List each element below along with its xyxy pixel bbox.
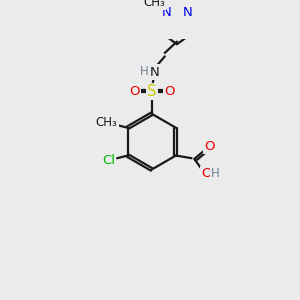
Text: H: H (140, 65, 148, 78)
Text: O: O (164, 85, 174, 98)
Text: O: O (205, 140, 215, 153)
Text: O: O (201, 167, 211, 180)
Text: S: S (147, 84, 156, 99)
Text: N: N (162, 6, 172, 19)
Text: O: O (129, 85, 140, 98)
Text: N: N (149, 65, 159, 79)
Text: H: H (211, 167, 219, 180)
Text: Cl: Cl (102, 154, 115, 167)
Text: N: N (182, 6, 192, 19)
Text: CH₃: CH₃ (96, 116, 118, 129)
Text: CH₃: CH₃ (144, 0, 165, 9)
